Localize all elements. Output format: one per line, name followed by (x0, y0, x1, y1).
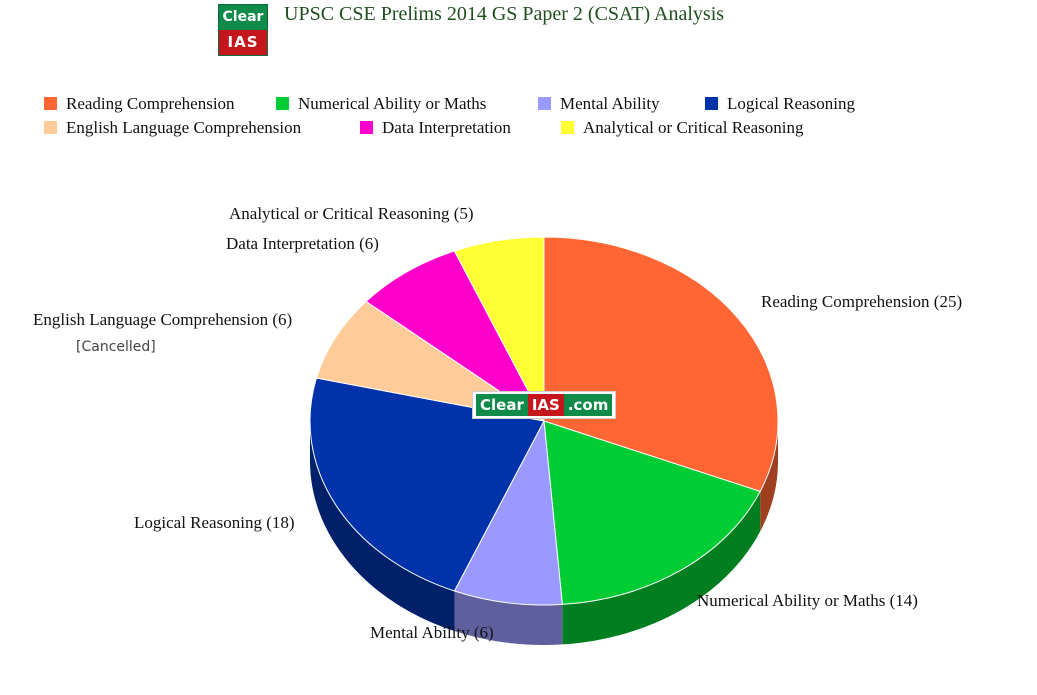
legend-item-data-interpretation: Data Interpretation (360, 117, 511, 139)
data-label-english-language: English Language Comprehension (6) (33, 310, 292, 329)
legend-item-reading-comprehension: Reading Comprehension (44, 93, 235, 115)
legend-swatch (44, 121, 57, 134)
data-label-mental-ability: Mental Ability (6) (370, 623, 494, 642)
legend-label: Mental Ability (560, 94, 660, 113)
pie-slice-analytical-or-critical-reasoning (453, 236, 545, 422)
legend-swatch (44, 97, 57, 110)
legend-label: English Language Comprehension (66, 118, 302, 137)
legend-swatch (561, 121, 574, 134)
logo-clear-text: Clear (219, 5, 267, 30)
legend-item-mental-ability: Mental Ability (538, 93, 660, 115)
data-label-reading-comprehension: Reading Comprehension (25) (761, 292, 962, 311)
data-label-logical-reasoning: Logical Reasoning (18) (134, 513, 295, 532)
pie-side-numerical-ability-or-maths (562, 491, 761, 645)
pie-slices (309, 236, 779, 645)
pie-data-labels: Reading Comprehension (25) Numerical Abi… (33, 204, 962, 642)
legend-item-english-language: English Language Comprehension (44, 117, 301, 139)
pie-slice-reading-comprehension (543, 236, 779, 493)
data-label-numerical-ability: Numerical Ability or Maths (14) (697, 591, 918, 610)
pie-slice-logical-reasoning (309, 377, 545, 592)
legend-row-2: English Language Comprehension Data Inte… (44, 117, 1004, 141)
logo-ias-text: IAS (219, 30, 267, 55)
legend-row-1: Reading Comprehension Numerical Ability … (44, 93, 1004, 117)
clearias-watermark: Clear IAS .com (472, 391, 617, 419)
legend-label: Reading Comprehension (66, 94, 235, 113)
legend-item-numerical-ability: Numerical Ability or Maths (276, 93, 486, 115)
pie-side-mental-ability (454, 590, 563, 645)
pie-slice-mental-ability (453, 419, 563, 606)
pie-side-reading-comprehension (760, 421, 778, 532)
data-label-data-interpretation: Data Interpretation (6) (226, 234, 379, 253)
legend-item-logical-reasoning: Logical Reasoning (705, 93, 855, 115)
legend-label: Data Interpretation (382, 118, 511, 137)
legend-swatch (360, 121, 373, 134)
pie-slice-data-interpretation (365, 250, 545, 422)
legend-swatch (276, 97, 289, 110)
watermark-dotcom: .com (563, 394, 613, 416)
legend-item-analytical-reasoning: Analytical or Critical Reasoning (561, 117, 803, 139)
watermark-clear: Clear (476, 394, 528, 416)
cancelled-annotation: [Cancelled] (76, 339, 156, 355)
pie-slice-numerical-ability-or-maths (543, 420, 761, 605)
chart-title: UPSC CSE Prelims 2014 GS Paper 2 (CSAT) … (284, 3, 725, 25)
clearias-logo: Clear IAS (218, 4, 268, 56)
legend-swatch (705, 97, 718, 110)
legend-label: Logical Reasoning (727, 94, 855, 113)
legend-label: Analytical or Critical Reasoning (583, 118, 804, 137)
pie-side-logical-reasoning (310, 421, 455, 631)
data-label-analytical-reasoning: Analytical or Critical Reasoning (5) (229, 204, 474, 223)
chart-legend: Reading Comprehension Numerical Ability … (44, 93, 1004, 141)
legend-swatch (538, 97, 551, 110)
watermark-ias: IAS (527, 394, 564, 416)
legend-label: Numerical Ability or Maths (298, 94, 487, 113)
